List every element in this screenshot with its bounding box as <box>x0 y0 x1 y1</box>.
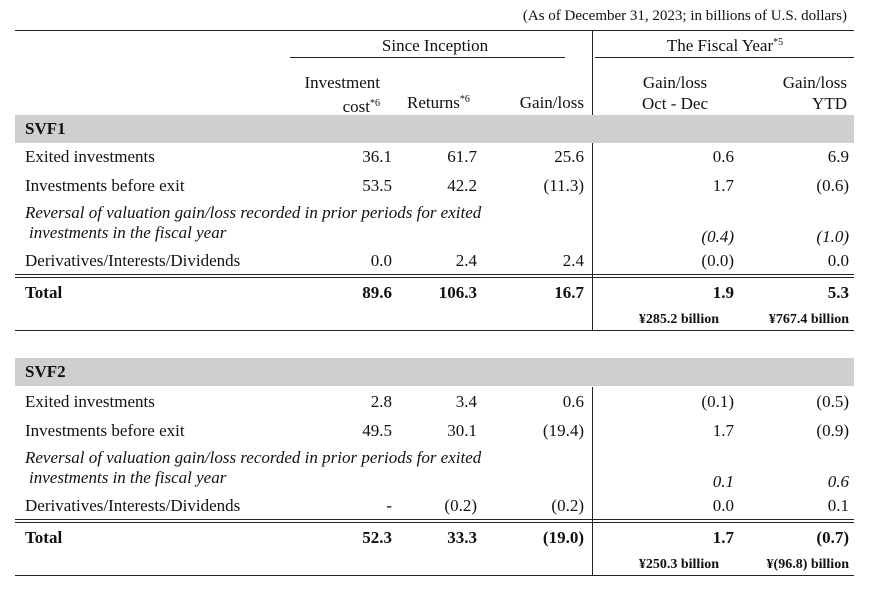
table-row-svf2-yen: ¥250.3 billion ¥(96.8) billion <box>638 557 849 572</box>
section-bottom-rule <box>15 575 854 576</box>
column-divider <box>592 142 593 330</box>
table-row-svf2-before-exit: Investments before exit 49.5 30.1 (19.4)… <box>25 421 849 440</box>
column-divider <box>592 387 593 575</box>
total-rule <box>15 274 854 275</box>
header-investment-cost: Investment cost*6 <box>304 73 380 116</box>
header-returns: Returns*6 <box>407 93 470 112</box>
section-bottom-rule <box>15 330 854 331</box>
table-row-svf1-reversal: Reversal of valuation gain/loss recorded… <box>25 203 849 246</box>
total-rule <box>15 522 854 523</box>
section-header-svf2: SVF2 <box>15 358 854 386</box>
fiscal-year-rule <box>595 57 854 58</box>
section-header-svf1: SVF1 <box>15 115 854 143</box>
header-gain-loss-ytd: Gain/loss YTD <box>782 73 847 113</box>
since-inception-rule <box>290 57 565 58</box>
table-row-svf1-total: Total 89.6 106.3 16.7 1.9 5.3 <box>25 283 849 302</box>
table-row-svf1-exited: Exited investments 36.1 61.7 25.6 0.6 6.… <box>25 147 849 166</box>
total-rule <box>15 519 854 520</box>
table-row-svf1-yen: ¥285.2 billion ¥767.4 billion <box>638 312 849 327</box>
column-divider <box>592 30 593 115</box>
table-row-svf2-total: Total 52.3 33.3 (19.0) 1.7 (0.7) <box>25 528 849 547</box>
top-rule <box>15 30 854 31</box>
units-note: (As of December 31, 2023; in billions of… <box>522 8 847 24</box>
header-fiscal-year: The Fiscal Year*5 <box>666 36 784 55</box>
table-row-svf2-derivatives: Derivatives/Interests/Dividends - (0.2) … <box>25 496 849 515</box>
header-gain-loss: Gain/loss <box>519 93 584 112</box>
header-gain-loss-quarter: Gain/loss Oct - Dec <box>641 73 709 113</box>
table-row-svf1-derivatives: Derivatives/Interests/Dividends 0.0 2.4 … <box>25 251 849 270</box>
total-rule <box>15 277 854 278</box>
table-row-svf2-reversal: Reversal of valuation gain/loss recorded… <box>25 448 849 491</box>
table-row-svf1-before-exit: Investments before exit 53.5 42.2 (11.3)… <box>25 176 849 195</box>
table-row-svf2-exited: Exited investments 2.8 3.4 0.6 (0.1) (0.… <box>25 392 849 411</box>
header-since-inception: Since Inception <box>381 36 489 55</box>
